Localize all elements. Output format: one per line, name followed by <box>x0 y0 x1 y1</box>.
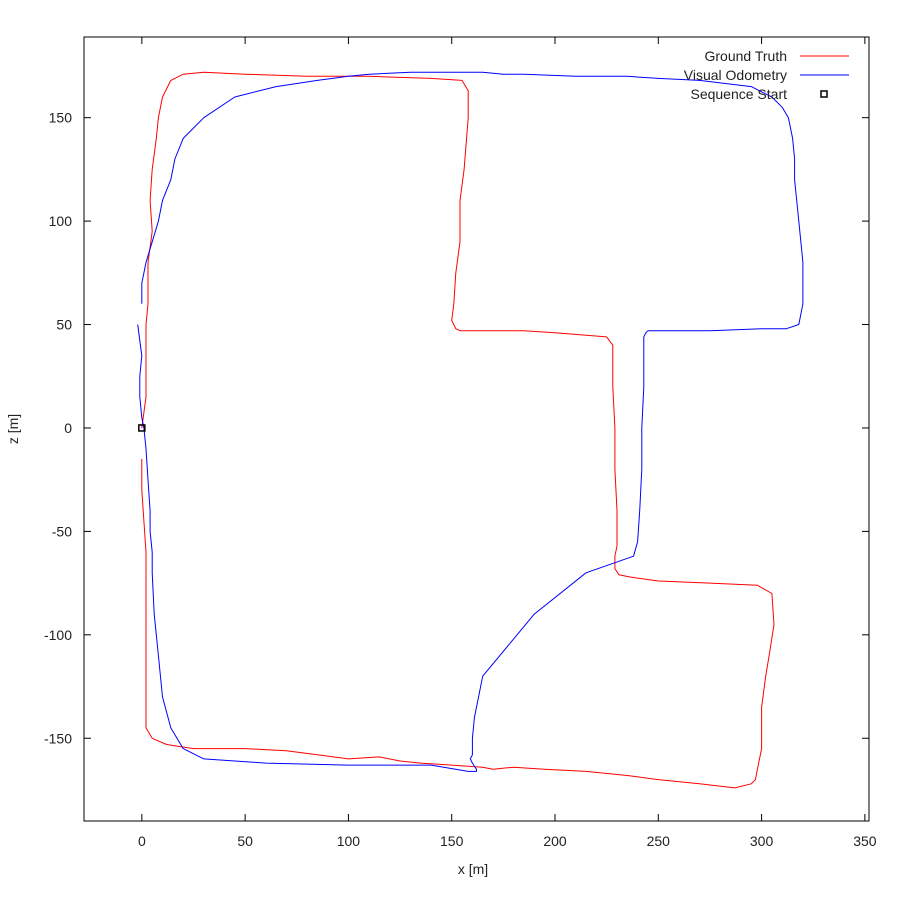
x-tick-label: 0 <box>138 833 146 849</box>
x-axis-label: x [m] <box>458 861 488 877</box>
x-tick-label: 150 <box>440 833 464 849</box>
tick-labels: 0 50 100 150 200 250 300 350 -150 -100 -50 0 50 100 15… <box>44 110 877 849</box>
legend-label-visual-odometry: Visual Odometry <box>684 67 787 83</box>
axis-ticks <box>84 37 869 821</box>
y-tick-label: 0 <box>64 420 72 436</box>
legend-swatch-sequence-start <box>820 90 828 98</box>
x-tick-label: 300 <box>750 833 774 849</box>
legend: Ground Truth Visual Odometry Sequence Star… <box>684 48 849 102</box>
visual-odometry-line <box>137 71 804 772</box>
x-tick-label: 100 <box>337 833 361 849</box>
ground-truth-line <box>141 71 775 789</box>
x-tick-label: 50 <box>237 833 253 849</box>
plot-frame <box>83 36 870 822</box>
series-layer <box>137 71 804 789</box>
y-tick-label: 150 <box>49 110 73 126</box>
legend-label-ground-truth: Ground Truth <box>705 48 788 64</box>
y-axis-label: z [m] <box>5 414 21 444</box>
y-tick-label: -100 <box>44 627 72 643</box>
x-tick-label: 250 <box>647 833 671 849</box>
x-tick-label: 350 <box>853 833 877 849</box>
sequence-start-marker <box>138 424 146 432</box>
legend-label-sequence-start: Sequence Start <box>690 86 787 102</box>
y-tick-label: -150 <box>44 730 72 746</box>
x-tick-label: 200 <box>543 833 567 849</box>
y-tick-label: -50 <box>52 523 72 539</box>
y-tick-label: 50 <box>56 317 72 333</box>
y-tick-label: 100 <box>49 213 73 229</box>
